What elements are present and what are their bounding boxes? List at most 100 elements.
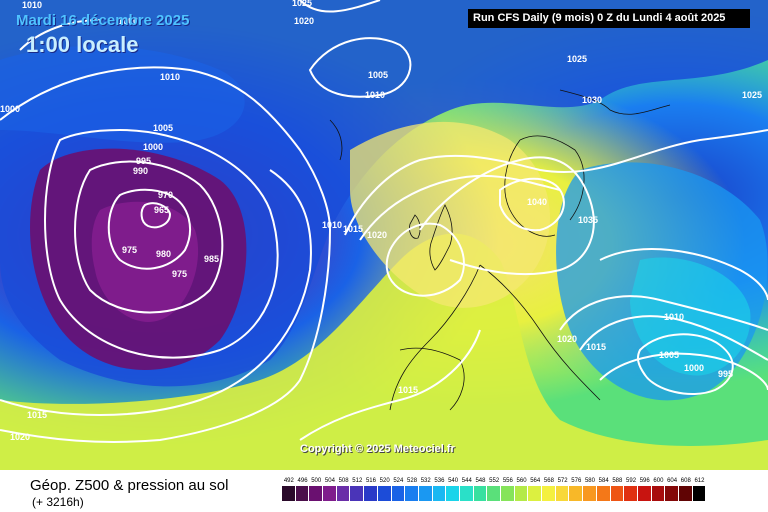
isobar-label: 1015 [398, 385, 418, 395]
legend-swatch [514, 486, 529, 501]
legend-swatch [583, 486, 597, 501]
isobar-label: 1010 [365, 90, 385, 100]
isobar-label: 1010 [22, 0, 42, 10]
isobar-label: 1020 [294, 16, 314, 26]
legend-swatch [637, 486, 652, 501]
legend-value: 556 [502, 478, 513, 484]
isobar-label: 1010 [664, 312, 684, 322]
isobar-label: 975 [122, 245, 137, 255]
chart-title: Géop. Z500 & pression au sol [30, 477, 229, 494]
legend-swatch [542, 486, 556, 501]
legend-swatch [432, 486, 447, 501]
legend-value: 584 [598, 478, 609, 484]
legend-swatch [665, 486, 679, 501]
isobar-label: 995 [136, 156, 151, 166]
legend-swatch [364, 486, 378, 501]
isobar-label: 1015 [27, 410, 47, 420]
coastlines [329, 89, 671, 411]
legend-value: 532 [420, 478, 431, 484]
legend-swatch [624, 486, 638, 501]
legend-value: 552 [489, 478, 500, 484]
isobar-labels: 1010 1020 1025 1005 1010 1025 1030 1025 … [0, 0, 762, 442]
chart-subtitle: (+ 3216h) [32, 495, 84, 509]
legend-value: 576 [571, 478, 582, 484]
run-info: Run CFS Daily (9 mois) 0 Z du Lundi 4 ao… [468, 9, 750, 28]
legend-swatch [282, 486, 296, 501]
legend-swatch [405, 486, 419, 501]
legend-value: 516 [365, 478, 376, 484]
isobar-label: 1010 [160, 72, 180, 82]
geopotential-map: 1010 1020 1025 1005 1010 1025 1030 1025 … [0, 0, 768, 470]
color-legend: 492 496 500 504 508 512 516 520 524 528 532 536 540 5… [282, 478, 707, 501]
legend-value: 560 [516, 478, 527, 484]
legend-value: 508 [338, 478, 349, 484]
isobar-label: 1025 [292, 0, 312, 8]
legend-value: 612 [694, 478, 705, 484]
isobar-label: 1010 [322, 220, 342, 230]
legend-swatch [309, 486, 324, 501]
isobar-label: 1025 [567, 54, 587, 64]
isobar-label: 980 [156, 249, 171, 259]
ridge-south [0, 233, 768, 470]
legend-swatch [418, 486, 433, 501]
legend-value: 524 [393, 478, 404, 484]
legend-labels: 492 496 500 504 508 512 516 520 524 528 532 536 540 5… [282, 478, 706, 484]
legend-swatch [377, 486, 392, 501]
isobar-label: 1015 [343, 224, 363, 234]
isobar-label: 970 [158, 190, 173, 200]
legend-value: 588 [612, 478, 623, 484]
legend-value: 500 [311, 478, 322, 484]
isobar-label: 1025 [742, 90, 762, 100]
isobar-label: 1000 [0, 104, 20, 114]
isobar-label: 1020 [10, 432, 30, 442]
legend-swatch [569, 486, 584, 501]
legend-swatch [459, 486, 474, 501]
isobar-label: 1000 [684, 363, 704, 373]
isobar-label: 975 [172, 269, 187, 279]
isobar-label: 1000 [143, 142, 163, 152]
legend-swatch [678, 486, 693, 501]
isobars [0, 0, 768, 443]
legend-swatch [336, 486, 351, 501]
legend-swatch [528, 486, 543, 501]
legend-value: 600 [653, 478, 664, 484]
isobar-label: 1005 [368, 70, 388, 80]
isobar-label: 1005 [153, 123, 173, 133]
trough-inner [91, 201, 199, 322]
legend-value: 596 [639, 478, 650, 484]
isobar-label: 1020 [557, 334, 577, 344]
isobar-label: 1040 [527, 197, 547, 207]
isobar-label: 1035 [578, 215, 598, 225]
legend-value: 608 [680, 478, 691, 484]
legend-swatch [555, 486, 570, 501]
isobar-label: 1020 [367, 230, 387, 240]
isobar-label: 995 [718, 369, 733, 379]
legend-swatch [651, 486, 666, 501]
isobar-label: 965 [154, 205, 169, 215]
legend-swatch [610, 486, 625, 501]
legend-swatch [487, 486, 501, 501]
legend-swatch [295, 486, 310, 501]
legend-value: 536 [434, 478, 445, 484]
legend-value: 580 [584, 478, 595, 484]
forecast-time: 1:00 locale [26, 32, 139, 57]
isobar-label: 1015 [586, 342, 606, 352]
legend-value: 512 [352, 478, 363, 484]
legend-swatch [391, 486, 406, 501]
legend-value: 592 [626, 478, 637, 484]
copyright: Copyright © 2025 Meteociel.fr [300, 443, 455, 455]
legend-swatches [282, 486, 707, 501]
legend-swatch [596, 486, 611, 501]
legend-swatch [501, 486, 515, 501]
legend-value: 496 [297, 478, 308, 484]
legend-value: 572 [557, 478, 568, 484]
isobar-label: 1000 [118, 16, 138, 26]
legend-value: 568 [543, 478, 554, 484]
forecast-date: Mardi 16 décembre 2025 [16, 12, 190, 29]
legend-value: 548 [475, 478, 486, 484]
isobar-label: 985 [204, 254, 219, 264]
legend-value: 504 [324, 478, 335, 484]
legend-swatch [692, 486, 707, 501]
legend-swatch [473, 486, 488, 501]
